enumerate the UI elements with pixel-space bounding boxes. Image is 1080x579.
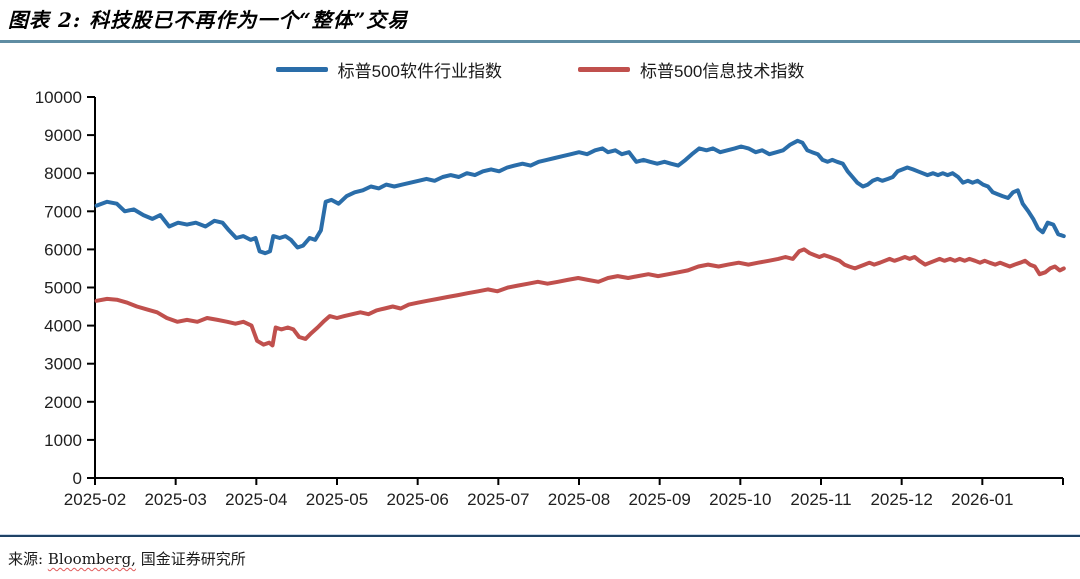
y-tick-label: 9000 xyxy=(44,126,82,145)
legend-item-software: 标普500软件行业指数 xyxy=(275,57,502,82)
y-tick-label: 4000 xyxy=(44,317,82,336)
x-tick-label: 2025-08 xyxy=(548,490,610,509)
y-tick-label: 3000 xyxy=(44,355,82,374)
x-tick-label: 2025-03 xyxy=(144,490,206,509)
x-tick-label: 2025-07 xyxy=(467,490,529,509)
source-institute: 国金证券研究所 xyxy=(135,550,246,568)
y-tick-label: 1000 xyxy=(44,431,82,450)
legend-label-software: 标普500软件行业指数 xyxy=(337,62,502,81)
y-tick-label: 7000 xyxy=(44,202,82,221)
x-tick-label: 2025-10 xyxy=(709,490,771,509)
source-note: 来源: Bloomberg, 国金证券研究所 xyxy=(8,548,246,569)
legend-marker-info-tech-line xyxy=(578,67,630,72)
x-tick-label: 2025-06 xyxy=(386,490,448,509)
source-prefix: 来源: xyxy=(8,550,48,568)
axes xyxy=(87,96,1064,485)
source-divider xyxy=(0,534,1080,537)
x-tick-label: 2025-09 xyxy=(628,490,690,509)
legend-marker-software-line xyxy=(275,67,328,72)
x-tick-label: 2025-04 xyxy=(225,490,287,509)
chart-svg: 0 1000 2000 3000 4000 5000 6000 7000 8000 9000 100… xyxy=(35,88,1066,509)
legend-item-info-tech: 标普500信息技术指数 xyxy=(578,57,804,82)
axis-labels: 0 1000 2000 3000 4000 5000 6000 7000 8000 9000 100… xyxy=(35,88,1014,509)
y-tick-label: 0 xyxy=(73,469,82,488)
y-tick-label: 2000 xyxy=(44,393,82,412)
y-tick-label: 8000 xyxy=(44,164,82,183)
series-line-info-tech xyxy=(94,247,1066,348)
x-tick-label: 2025-11 xyxy=(790,490,851,509)
x-tick-label: 2025-12 xyxy=(870,490,932,509)
x-tick-label: 2026-01 xyxy=(951,490,1013,509)
x-tick-label: 2025-05 xyxy=(306,490,368,509)
legend: 标普500软件行业指数 标普500信息技术指数 xyxy=(0,57,1080,82)
figure-title: 图表 2: 科技股已不再作为一个“整体”交易 xyxy=(8,8,409,32)
source-bloomberg: Bloomberg, xyxy=(47,550,136,568)
y-tick-label: 5000 xyxy=(44,279,82,298)
y-tick-label: 10000 xyxy=(35,88,82,107)
x-tick-label: 2025-02 xyxy=(64,490,126,509)
legend-label-info-tech: 标普500信息技术指数 xyxy=(640,62,805,81)
y-tick-label: 6000 xyxy=(44,240,82,259)
series-line-software xyxy=(94,138,1066,256)
title-rule xyxy=(0,40,1080,43)
